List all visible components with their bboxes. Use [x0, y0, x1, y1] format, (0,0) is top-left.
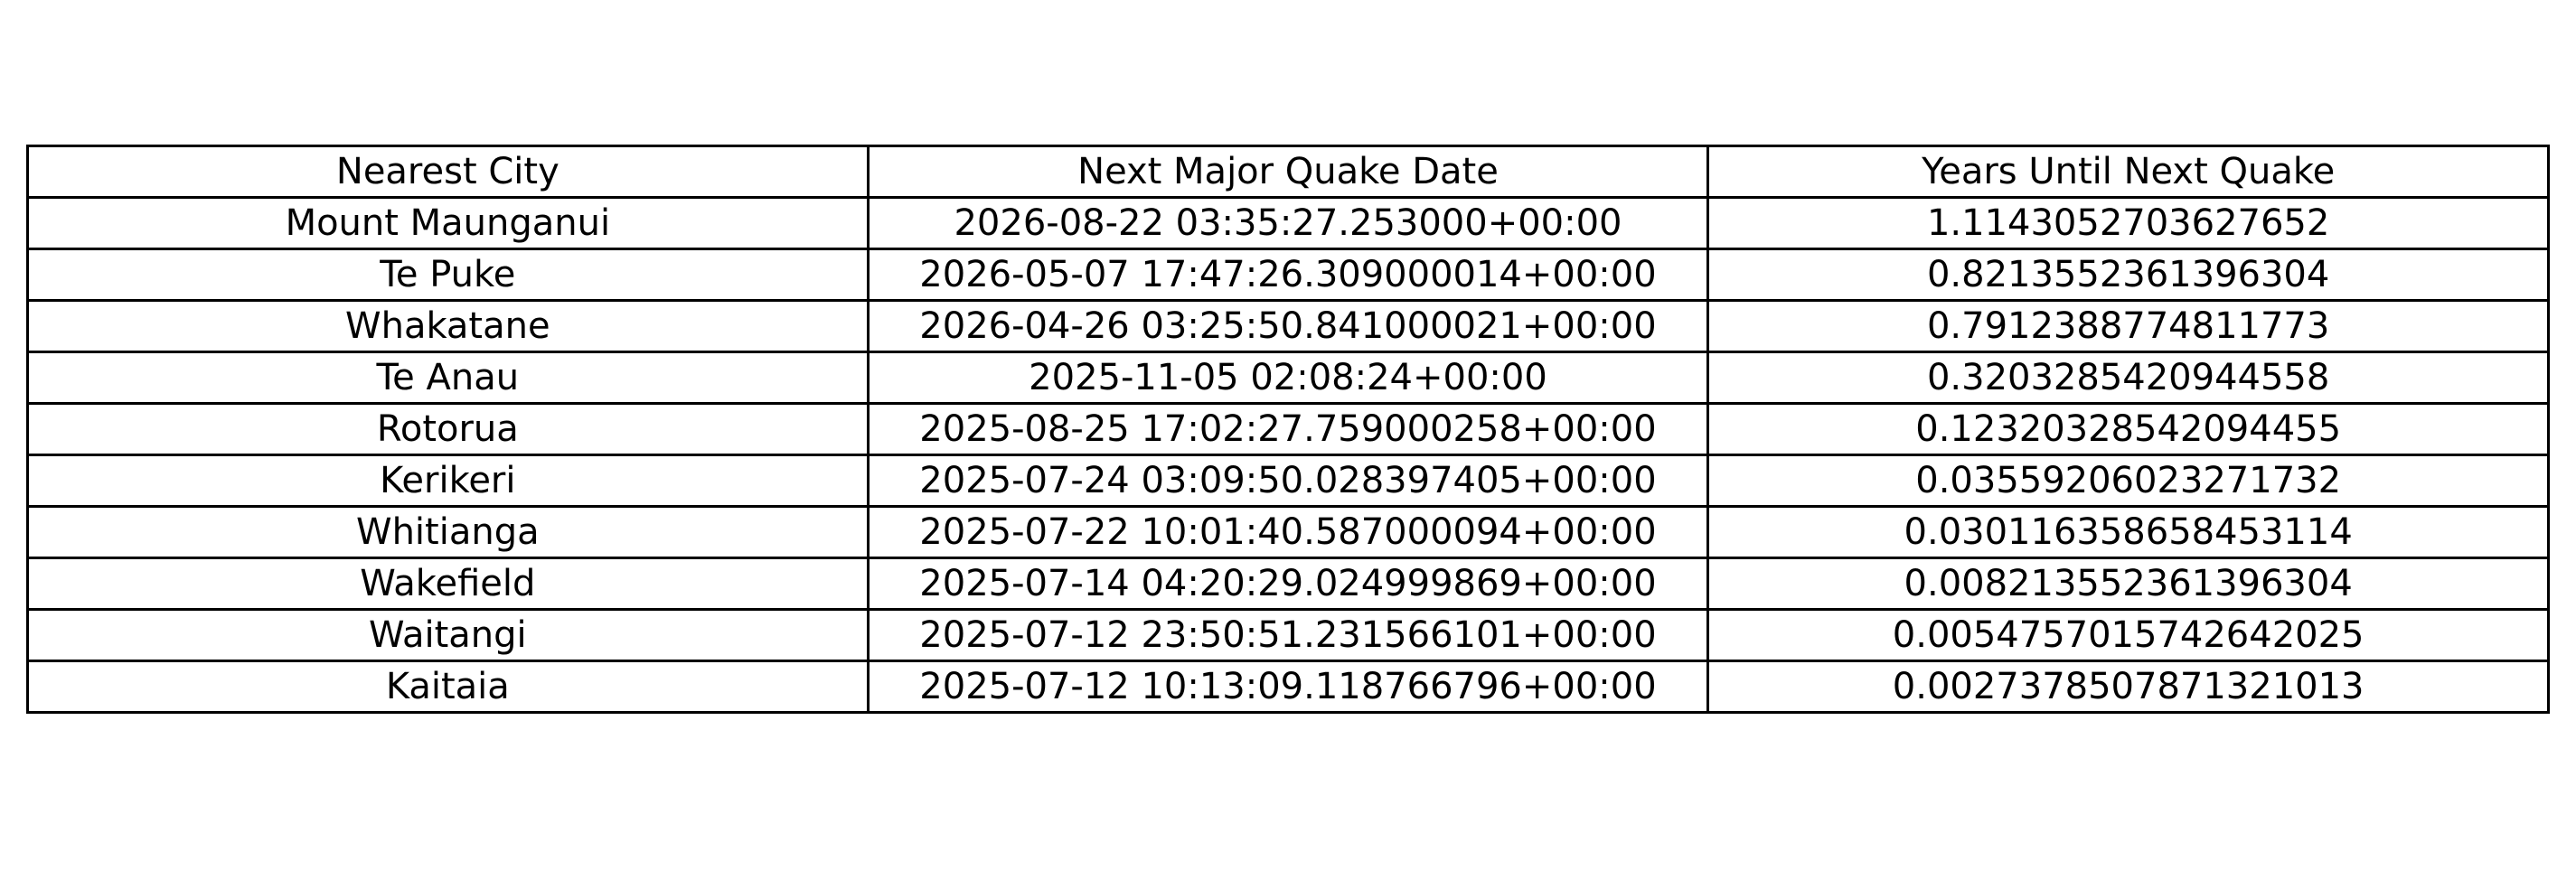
cell-years-until: 1.1143052703627652: [1706, 196, 2550, 250]
column-header-next-major-quake-date: Next Major Quake Date: [866, 145, 1710, 199]
cell-next-quake-date: 2025-07-12 10:13:09.118766796+00:00: [866, 660, 1710, 714]
table-row: Rotorua 2025-08-25 17:02:27.759000258+00…: [26, 402, 2550, 456]
cell-years-until: 0.12320328542094455: [1706, 402, 2550, 456]
cell-nearest-city: Wakefield: [26, 557, 870, 611]
cell-years-until: 0.0054757015742642025: [1706, 608, 2550, 662]
cell-next-quake-date: 2025-07-12 23:50:51.231566101+00:00: [866, 608, 1710, 662]
table-body: Mount Maunganui 2026-08-22 03:35:27.2530…: [26, 196, 2550, 714]
cell-nearest-city: Whitianga: [26, 505, 870, 559]
column-header-years-until-next-quake: Years Until Next Quake: [1706, 145, 2550, 199]
quake-table-container: Nearest City Next Major Quake Date Years…: [26, 145, 2550, 714]
cell-nearest-city: Waitangi: [26, 608, 870, 662]
cell-next-quake-date: 2025-07-22 10:01:40.587000094+00:00: [866, 505, 1710, 559]
table-row: Waitangi 2025-07-12 23:50:51.231566101+0…: [26, 608, 2550, 662]
cell-nearest-city: Mount Maunganui: [26, 196, 870, 250]
cell-nearest-city: Whakatane: [26, 299, 870, 353]
table-row: Kaitaia 2025-07-12 10:13:09.118766796+00…: [26, 660, 2550, 714]
table-row: Te Puke 2026-05-07 17:47:26.309000014+00…: [26, 248, 2550, 302]
cell-next-quake-date: 2025-08-25 17:02:27.759000258+00:00: [866, 402, 1710, 456]
cell-nearest-city: Kaitaia: [26, 660, 870, 714]
cell-next-quake-date: 2025-07-14 04:20:29.024999869+00:00: [866, 557, 1710, 611]
cell-next-quake-date: 2025-07-24 03:09:50.028397405+00:00: [866, 454, 1710, 508]
cell-next-quake-date: 2026-08-22 03:35:27.253000+00:00: [866, 196, 1710, 250]
header-row: Nearest City Next Major Quake Date Years…: [26, 145, 2550, 199]
cell-next-quake-date: 2026-05-07 17:47:26.309000014+00:00: [866, 248, 1710, 302]
cell-nearest-city: Kerikeri: [26, 454, 870, 508]
cell-nearest-city: Rotorua: [26, 402, 870, 456]
cell-nearest-city: Te Anau: [26, 351, 870, 405]
column-header-nearest-city: Nearest City: [26, 145, 870, 199]
table-row: Whitianga 2025-07-22 10:01:40.587000094+…: [26, 505, 2550, 559]
quake-table: Nearest City Next Major Quake Date Years…: [26, 145, 2550, 714]
cell-years-until: 0.008213552361396304: [1706, 557, 2550, 611]
cell-next-quake-date: 2026-04-26 03:25:50.841000021+00:00: [866, 299, 1710, 353]
cell-years-until: 0.0027378507871321013: [1706, 660, 2550, 714]
table-row: Te Anau 2025-11-05 02:08:24+00:00 0.3203…: [26, 351, 2550, 405]
cell-years-until: 0.03559206023271732: [1706, 454, 2550, 508]
cell-nearest-city: Te Puke: [26, 248, 870, 302]
cell-years-until: 0.3203285420944558: [1706, 351, 2550, 405]
table-row: Kerikeri 2025-07-24 03:09:50.028397405+0…: [26, 454, 2550, 508]
table-row: Wakefield 2025-07-14 04:20:29.024999869+…: [26, 557, 2550, 611]
cell-years-until: 0.8213552361396304: [1706, 248, 2550, 302]
table-row: Mount Maunganui 2026-08-22 03:35:27.2530…: [26, 196, 2550, 250]
table-row: Whakatane 2026-04-26 03:25:50.841000021+…: [26, 299, 2550, 353]
cell-next-quake-date: 2025-11-05 02:08:24+00:00: [866, 351, 1710, 405]
cell-years-until: 0.7912388774811773: [1706, 299, 2550, 353]
cell-years-until: 0.030116358658453114: [1706, 505, 2550, 559]
